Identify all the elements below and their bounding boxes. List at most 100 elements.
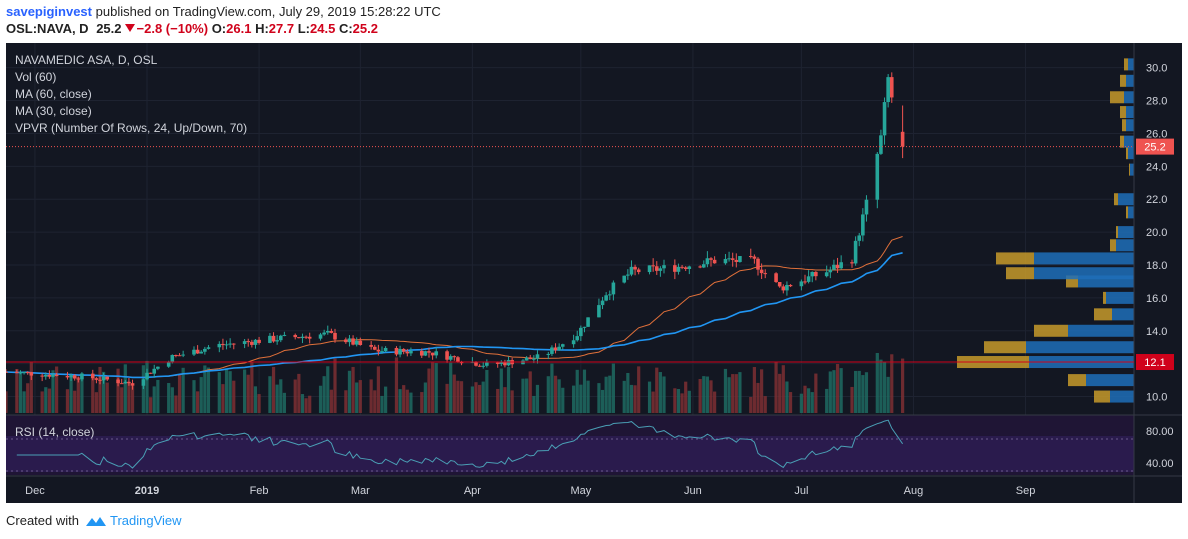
candle-body xyxy=(242,341,247,344)
candle-body xyxy=(781,286,786,291)
volume-bar xyxy=(6,391,8,413)
candle-body xyxy=(80,373,84,380)
volume-bar xyxy=(459,381,464,413)
volume-bar xyxy=(749,396,753,413)
volume-bar xyxy=(525,378,529,413)
price-chart[interactable]: 10.012.014.016.018.020.022.024.026.028.0… xyxy=(6,43,1182,503)
tradingview-brand-link[interactable]: TradingView xyxy=(109,513,182,528)
candle-body xyxy=(278,335,283,341)
vpvr-down-bar xyxy=(1126,147,1128,160)
candle-body xyxy=(101,376,106,381)
volume-bar xyxy=(828,371,832,413)
low-label: L: xyxy=(297,21,311,36)
volume-bar xyxy=(326,366,330,413)
legend-vol: Vol (60) xyxy=(15,70,56,84)
tradingview-logo-icon[interactable] xyxy=(85,514,107,528)
candle-body xyxy=(293,334,298,338)
candle-body xyxy=(759,269,764,274)
publish-text: published on TradingView.com, July 29, 2… xyxy=(95,4,441,19)
candle-body xyxy=(777,282,782,287)
volume-bar xyxy=(854,370,858,413)
candle-body xyxy=(861,214,865,236)
candle-body xyxy=(651,265,655,267)
vpvr-down-bar xyxy=(1110,91,1124,104)
volume-bar xyxy=(532,395,536,413)
vpvr-up-bar xyxy=(1086,374,1134,387)
volume-bar xyxy=(51,370,55,413)
candle-body xyxy=(828,269,833,273)
volume-bar xyxy=(705,376,709,413)
candle-body xyxy=(318,334,323,339)
volume-bar xyxy=(832,370,836,413)
vpvr-down-bar xyxy=(1129,163,1130,176)
volume-bar xyxy=(582,369,587,413)
candle-body xyxy=(698,266,702,268)
vpvr-up-bar xyxy=(1124,135,1134,148)
y-tick-label: 28.0 xyxy=(1146,96,1167,108)
volume-bar xyxy=(304,398,308,413)
volume-bar xyxy=(293,379,297,413)
volume-bar xyxy=(300,394,305,413)
candle-body xyxy=(43,374,48,377)
candle-body xyxy=(879,135,883,154)
volume-bar xyxy=(329,389,333,413)
vpvr-up-bar xyxy=(1130,163,1134,176)
volume-bar xyxy=(738,372,742,413)
volume-bar xyxy=(546,376,550,413)
candle-body xyxy=(376,349,381,352)
candle-body xyxy=(394,347,399,355)
volume-bar xyxy=(521,378,525,413)
vpvr-up-bar xyxy=(1112,308,1134,321)
highlight-price-label: 12.1 xyxy=(1144,357,1165,369)
candle-body xyxy=(506,360,511,366)
vpvr-down-bar xyxy=(1116,226,1118,239)
volume-bar xyxy=(355,382,359,413)
candle-body xyxy=(738,256,742,262)
volume-bar xyxy=(474,382,478,413)
low-value: 24.5 xyxy=(310,21,336,36)
vpvr-down-bar xyxy=(1103,291,1106,304)
volume-bar xyxy=(376,366,380,413)
candle-body xyxy=(633,266,637,270)
volume-bar xyxy=(835,363,840,413)
candle-body xyxy=(705,258,710,265)
candle-body xyxy=(532,358,536,360)
volume-bar xyxy=(181,367,185,413)
candle-body xyxy=(662,265,666,269)
volume-bar xyxy=(196,391,200,413)
vpvr-up-bar xyxy=(1034,252,1134,265)
author-link[interactable]: savepiginvest xyxy=(6,4,92,19)
volume-bar xyxy=(807,388,811,413)
candle-body xyxy=(835,264,840,269)
open-value: 26.1 xyxy=(226,21,252,36)
volume-bar xyxy=(449,362,453,413)
candle-body xyxy=(322,332,326,335)
volume-bar xyxy=(434,363,438,413)
ma60-line xyxy=(6,252,903,379)
volume-bar xyxy=(47,388,51,413)
candle-body xyxy=(307,336,312,339)
volume-bar xyxy=(141,365,145,413)
candle-body xyxy=(824,272,829,277)
volume-bar xyxy=(760,369,764,413)
candle-body xyxy=(474,361,478,366)
volume-bar xyxy=(864,372,869,413)
candle-body xyxy=(571,340,576,345)
candle-body xyxy=(814,271,818,277)
volume-bar xyxy=(553,375,558,413)
volume-bar xyxy=(788,392,793,413)
volume-bar xyxy=(156,379,160,413)
volume-bar xyxy=(481,381,485,413)
chart-legend: NAVAMEDIC ASA, D, OSL Vol (60) MA (60, c… xyxy=(15,53,247,439)
candle-body xyxy=(76,378,81,380)
volume-bar xyxy=(445,383,449,413)
candle-body xyxy=(806,276,811,282)
volume-bar xyxy=(687,390,691,413)
y-tick-label: 26.0 xyxy=(1146,128,1167,140)
candle-body xyxy=(882,102,887,136)
vpvr-down-bar xyxy=(1114,193,1118,206)
volume-bar xyxy=(499,368,503,413)
volume-bar xyxy=(398,389,402,413)
volume-bar xyxy=(731,374,735,413)
x-tick-label: Mar xyxy=(351,485,370,497)
